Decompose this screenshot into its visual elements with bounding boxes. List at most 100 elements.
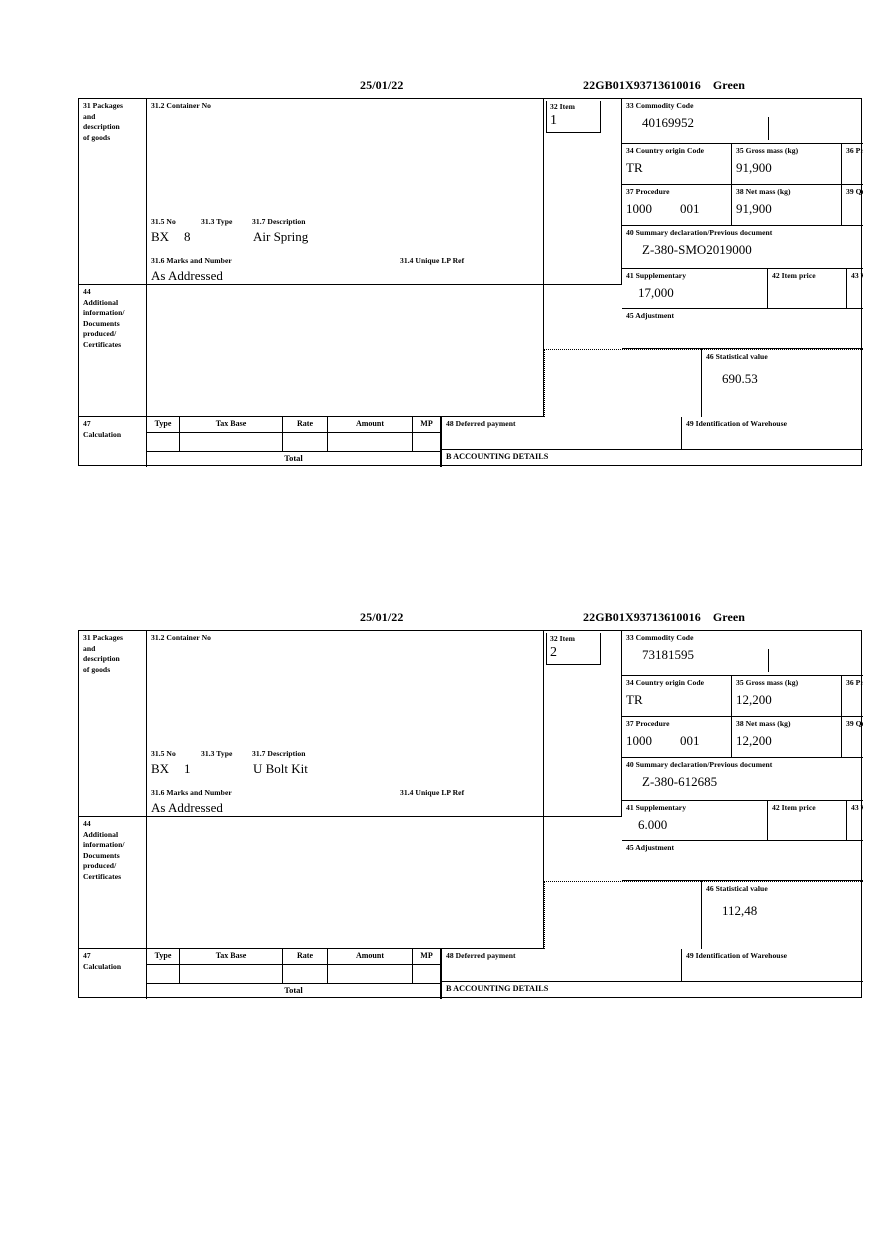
box-43-vm-code[interactable]: 43 V.M. Code xyxy=(847,269,863,309)
box-48-label: 48 Deferred payment xyxy=(446,419,516,428)
box-32-item[interactable]: 32 Item 1 xyxy=(546,101,601,133)
box-39-label: 39 Quota xyxy=(846,719,863,728)
box-33-commodity-code[interactable]: 33 Commodity Code 40169952 xyxy=(622,99,863,144)
box-44-additional-information[interactable] xyxy=(147,285,544,417)
box-33-commodity-code[interactable]: 33 Commodity Code 73181595 xyxy=(622,631,863,676)
calc-total-row: Total xyxy=(147,984,441,999)
box-46-statistical-value[interactable]: 46 Statistical value 112,48 xyxy=(701,881,863,949)
box-46-statistical-value[interactable]: 46 Statistical value 690.53 xyxy=(701,349,863,417)
box-b-accounting-details[interactable]: B ACCOUNTING DETAILS xyxy=(441,450,863,467)
box-42-item-price[interactable]: 42 Item price xyxy=(768,801,847,841)
box-44-label-line-1: 44 xyxy=(83,287,91,296)
calc-cell-amount[interactable] xyxy=(328,433,413,452)
box-42-item-price[interactable]: 42 Item price xyxy=(768,269,847,309)
box-40-previous-document[interactable]: 40 Summary declaration/Previous document… xyxy=(622,758,863,801)
calc-cell-rate[interactable] xyxy=(283,433,328,452)
box-31-label-column: 31 Packages and description of goods xyxy=(79,631,147,817)
box-31-2-container-no[interactable]: 31.2 Container No 31.5 No 31.3 Type 31.7… xyxy=(147,631,544,817)
box-46-label: 46 Statistical value xyxy=(706,884,768,893)
box-37-additional-value: 001 xyxy=(680,732,700,748)
box-31-label-line-4: of goods xyxy=(83,132,111,142)
box-b-accounting-details[interactable]: B ACCOUNTING DETAILS xyxy=(441,982,863,999)
box-41-supplementary[interactable]: 41 Supplementary 17,000 xyxy=(622,269,768,309)
package-description-row: 31.5 No 31.3 Type 31.7 Description BX 1 … xyxy=(151,749,541,779)
calc-col-header-amount: Amount xyxy=(328,417,413,433)
box-31-2-container-no[interactable]: 31.2 Container No 31.5 No 31.3 Type 31.7… xyxy=(147,99,544,285)
box-33-value: 40169952 xyxy=(642,114,694,130)
calc-cell-amount[interactable] xyxy=(328,965,413,984)
box-33-value: 73181595 xyxy=(642,646,694,662)
form-header: 25/01/22 22GB01X93713610016 Green xyxy=(78,78,862,98)
routing-status: Green xyxy=(712,78,746,92)
box-49-warehouse-identification[interactable]: 49 Identification of Warehouse xyxy=(682,949,863,982)
box-44-additional-information[interactable] xyxy=(147,817,544,949)
box-37-label: 37 Procedure xyxy=(626,719,670,728)
box-38-net-mass[interactable]: 38 Net mass (kg) 91,900 xyxy=(732,185,842,226)
mrn-and-status: 22GB01X93713610016 Green xyxy=(583,78,745,93)
calc-cell-type[interactable] xyxy=(147,433,180,452)
box-34-country-origin-code[interactable]: 34 Country origin Code TR xyxy=(622,676,732,717)
box-41-supplementary[interactable]: 41 Supplementary 6.000 xyxy=(622,801,768,841)
box-48-deferred-payment[interactable]: 48 Deferred payment xyxy=(441,417,682,450)
calc-cell-tax-base[interactable] xyxy=(180,965,283,984)
calc-cell-mp[interactable] xyxy=(413,965,441,984)
box-44-label-line-6: Certificates xyxy=(83,871,122,881)
box-36-label: 36 Preference xyxy=(846,678,863,687)
box-38-net-mass[interactable]: 38 Net mass (kg) 12,200 xyxy=(732,717,842,758)
box-36-preference[interactable]: 36 Preference xyxy=(842,676,863,717)
calc-cell-rate[interactable] xyxy=(283,965,328,984)
box-34-label: 34 Country origin Code xyxy=(626,678,705,687)
box-37-procedure[interactable]: 37 Procedure 1000 001 xyxy=(622,185,732,226)
box-39-quota[interactable]: 39 Quota xyxy=(842,185,863,226)
box-40-previous-document[interactable]: 40 Summary declaration/Previous document… xyxy=(622,226,863,269)
box-32-label: 32 Item xyxy=(550,102,576,111)
box-45-label: 45 Adjustment xyxy=(626,843,675,852)
box-31-7-label: 31.7 Description xyxy=(252,217,306,226)
box-49-warehouse-identification[interactable]: 49 Identification of Warehouse xyxy=(682,417,863,450)
box-43-vm-code[interactable]: 43 V.M. Code xyxy=(847,801,863,841)
calc-cell-mp-value xyxy=(413,433,440,435)
box-35-gross-mass[interactable]: 35 Gross mass (kg) 12,200 xyxy=(732,676,842,717)
box-31-label-line-2: and xyxy=(83,111,96,121)
box-31-7-value: Air Spring xyxy=(253,229,309,244)
box-44-label-column: 44 Additional information/ Documents pro… xyxy=(79,817,147,949)
box-32-item[interactable]: 32 Item 2 xyxy=(546,633,601,665)
calc-cell-mp[interactable] xyxy=(413,433,441,452)
calc-cell-tax-base[interactable] xyxy=(180,433,283,452)
box-b-label: B ACCOUNTING DETAILS xyxy=(446,984,549,993)
box-40-label: 40 Summary declaration/Previous document xyxy=(626,760,773,769)
box-31-7-value: U Bolt Kit xyxy=(253,761,308,776)
box-37-procedure[interactable]: 37 Procedure 1000 001 xyxy=(622,717,732,758)
box-36-preference[interactable]: 36 Preference xyxy=(842,144,863,185)
routing-status: Green xyxy=(712,610,746,624)
calc-cell-tax-base-value xyxy=(180,433,282,435)
box-31-6-label: 31.6 Marks and Number xyxy=(151,256,232,265)
calc-col-header-tax-base: Tax Base xyxy=(180,949,283,965)
box-39-quota[interactable]: 39 Quota xyxy=(842,717,863,758)
calc-col-header-rate: Rate xyxy=(283,949,328,965)
box-31-6-value: As Addressed xyxy=(151,268,223,283)
box-43-label: 43 V.M. Code xyxy=(851,803,863,812)
box-31-6-label: 31.6 Marks and Number xyxy=(151,788,232,797)
box-41-value: 17,000 xyxy=(638,284,674,300)
box-45-adjustment[interactable]: 45 Adjustment xyxy=(622,841,863,881)
box-35-value: 91,900 xyxy=(736,159,772,175)
commodity-code-divider-tick xyxy=(768,117,769,140)
box-35-label: 35 Gross mass (kg) xyxy=(736,678,799,687)
box-48-deferred-payment[interactable]: 48 Deferred payment xyxy=(441,949,682,982)
box-31-3-label: 31.3 Type xyxy=(201,217,233,226)
box-45-adjustment[interactable]: 45 Adjustment xyxy=(622,309,863,349)
box-33-label: 33 Commodity Code xyxy=(626,633,694,642)
box-31-label-line-3: description xyxy=(83,654,120,663)
box-38-label: 38 Net mass (kg) xyxy=(736,719,791,728)
box-35-gross-mass[interactable]: 35 Gross mass (kg) 91,900 xyxy=(732,144,842,185)
calc-col-header-tax-base: Tax Base xyxy=(180,417,283,433)
box-33-label: 33 Commodity Code xyxy=(626,101,694,110)
marks-and-lpref-row: 31.6 Marks and Number 31.4 Unique LP Ref… xyxy=(151,256,541,284)
box-35-value: 12,200 xyxy=(736,691,772,707)
mrn-and-status: 22GB01X93713610016 Green xyxy=(583,610,745,625)
box-31-label-line-3: description xyxy=(83,122,120,131)
box-34-country-origin-code[interactable]: 34 Country origin Code TR xyxy=(622,144,732,185)
calc-cell-type[interactable] xyxy=(147,965,180,984)
